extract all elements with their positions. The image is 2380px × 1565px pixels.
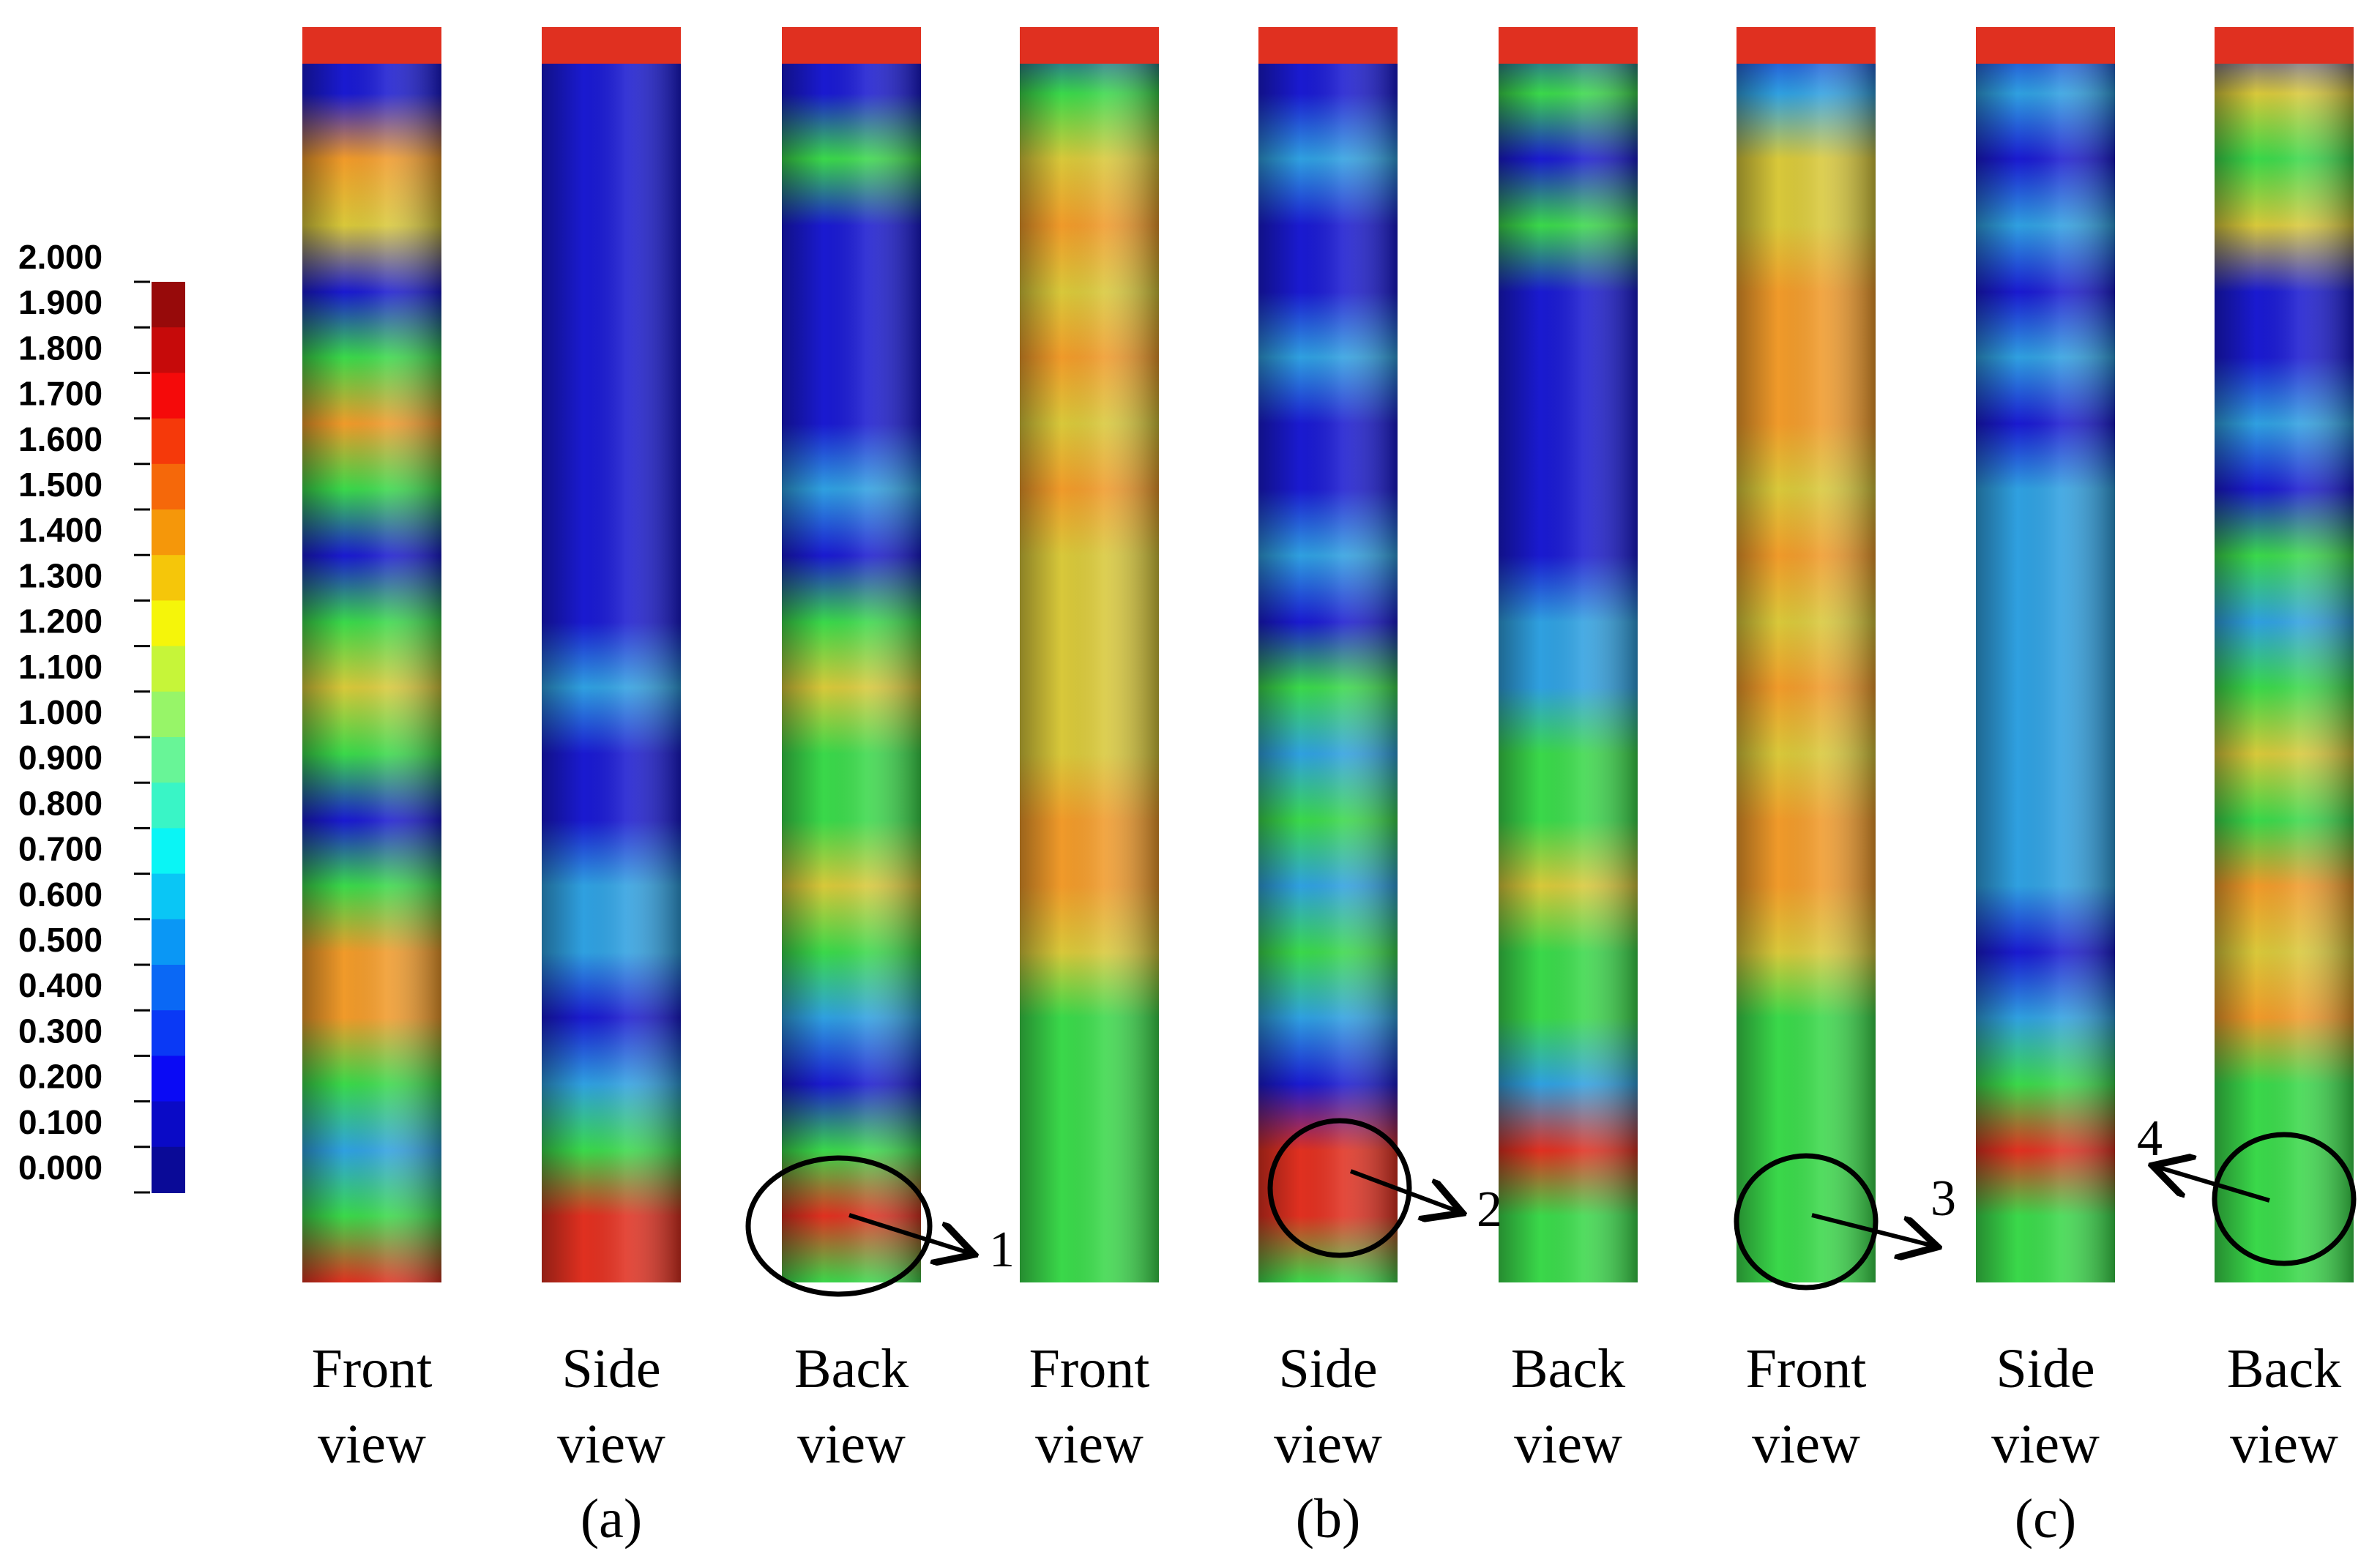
cylinder-shade <box>782 27 921 1282</box>
colorbar-segment <box>152 327 185 374</box>
cylinder-shade <box>1020 27 1159 1282</box>
colorbar-segment <box>152 691 185 738</box>
view-label: Side <box>1996 1338 2094 1400</box>
colorbar-segment <box>152 1101 185 1148</box>
group-label: (a) <box>581 1488 642 1550</box>
colorbar-segment <box>152 782 185 829</box>
colorbar-segment <box>152 509 185 556</box>
colorbar-segment <box>152 555 185 602</box>
annotation-number: 3 <box>1931 1170 1956 1227</box>
cylinder-cap <box>1976 27 2115 64</box>
colorbar-label: 0.700 <box>18 830 102 868</box>
cylinder-shade <box>542 27 681 1282</box>
colorbar-label: 0.100 <box>18 1103 102 1141</box>
colorbar-label: 0.600 <box>18 875 102 914</box>
cylinder-shade <box>302 27 441 1282</box>
colorbar-label: 1.900 <box>18 283 102 321</box>
view-label: view <box>318 1413 426 1475</box>
circle <box>1734 1153 1879 1291</box>
cylinder-cap <box>1258 27 1398 64</box>
cylinder-cap <box>542 27 681 64</box>
colorbar-segment <box>152 1010 185 1057</box>
colorbar-label: 0.400 <box>18 966 102 1004</box>
colorbar-segment <box>152 828 185 875</box>
cylinder-cap <box>782 27 921 64</box>
labels: Front view Side view Back view Front view Side vi… <box>312 1338 2341 1550</box>
view-label: view <box>1035 1413 1144 1475</box>
cylinder-shade <box>1258 27 1398 1282</box>
arrow <box>848 1213 970 1253</box>
cylinder-cap <box>302 27 441 64</box>
group-label: (b) <box>1296 1488 1361 1550</box>
cylinder-shade <box>1736 27 1876 1282</box>
colorbar-segment <box>152 646 185 692</box>
circle <box>2212 1132 2357 1266</box>
annotation-number: 1 <box>989 1222 1015 1278</box>
view-label: view <box>1991 1413 2100 1475</box>
colorbar: 2.000 1.900 1.800 1.700 1.600 1.500 1.400 1.300… <box>18 238 185 1194</box>
arrow <box>1349 1169 1458 1211</box>
view-label: Front <box>1746 1338 1867 1400</box>
colorbar-segment <box>152 1056 185 1102</box>
colorbar-segment <box>152 373 185 419</box>
colorbar-label: 0.300 <box>18 1012 102 1050</box>
circle <box>745 1155 933 1297</box>
view-label: Back <box>1511 1338 1625 1400</box>
colorbar-segment <box>152 737 185 784</box>
colorbar-segment <box>152 919 185 965</box>
view-label: view <box>2230 1413 2338 1475</box>
colorbar-label: 1.700 <box>18 375 102 413</box>
colorbar-label: 1.400 <box>18 511 102 549</box>
cylinder-shade <box>1976 27 2115 1282</box>
colorbar-label: 1.800 <box>18 329 102 367</box>
arrow <box>2157 1167 2270 1203</box>
view-label: Side <box>1278 1338 1377 1400</box>
colorbar-label: 0.900 <box>18 739 102 777</box>
cylinder-shade <box>1499 27 1638 1282</box>
view-label: Back <box>2227 1338 2341 1400</box>
colorbar-segment <box>152 873 185 920</box>
colorbar-label: 0.500 <box>18 921 102 959</box>
arrow <box>1811 1213 1933 1246</box>
colorbar-label: 1.300 <box>18 556 102 594</box>
colorbar-segment <box>152 282 185 329</box>
cylinder-cap <box>1736 27 1876 64</box>
annotations: 1 2 3 4 <box>745 1110 2357 1297</box>
colorbar-label: 1.200 <box>18 602 102 640</box>
cylinder-cap <box>1499 27 1638 64</box>
cylinders <box>302 27 2354 1282</box>
view-label: view <box>1752 1413 1860 1475</box>
view-label: Front <box>312 1338 433 1400</box>
colorbar-label: 0.000 <box>18 1148 102 1187</box>
view-label: view <box>1514 1413 1622 1475</box>
cylinder-cap <box>2215 27 2354 64</box>
colorbar-label: 0.200 <box>18 1058 102 1096</box>
cylinder-shade <box>2215 27 2354 1282</box>
colorbar-label: 1.600 <box>18 420 102 458</box>
view-label: view <box>797 1413 906 1475</box>
group-label: (c) <box>2015 1488 2076 1550</box>
colorbar-segment <box>152 965 185 1012</box>
circle <box>1267 1118 1412 1258</box>
view-label: view <box>557 1413 665 1475</box>
annotation-number: 2 <box>1477 1181 1502 1238</box>
colorbar-segment <box>152 1146 185 1193</box>
view-label: view <box>1274 1413 1382 1475</box>
colorbar-label: 2.000 <box>18 238 102 276</box>
colorbar-segment <box>152 600 185 647</box>
colorbar-label: 1.000 <box>18 693 102 731</box>
colorbar-segment <box>152 418 185 465</box>
view-label: Back <box>794 1338 909 1400</box>
colorbar-label: 1.500 <box>18 466 102 504</box>
colorbar-segment <box>152 463 185 510</box>
view-label: Front <box>1029 1338 1150 1400</box>
annotation-number: 4 <box>2137 1110 2163 1167</box>
colorbar-label: 1.100 <box>18 648 102 686</box>
colorbar-label: 0.800 <box>18 784 102 822</box>
cylinder-cap <box>1020 27 1159 64</box>
view-label: Side <box>562 1338 660 1400</box>
